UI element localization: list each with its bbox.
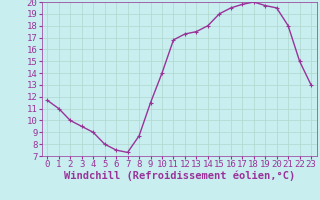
X-axis label: Windchill (Refroidissement éolien,°C): Windchill (Refroidissement éolien,°C) — [64, 171, 295, 181]
